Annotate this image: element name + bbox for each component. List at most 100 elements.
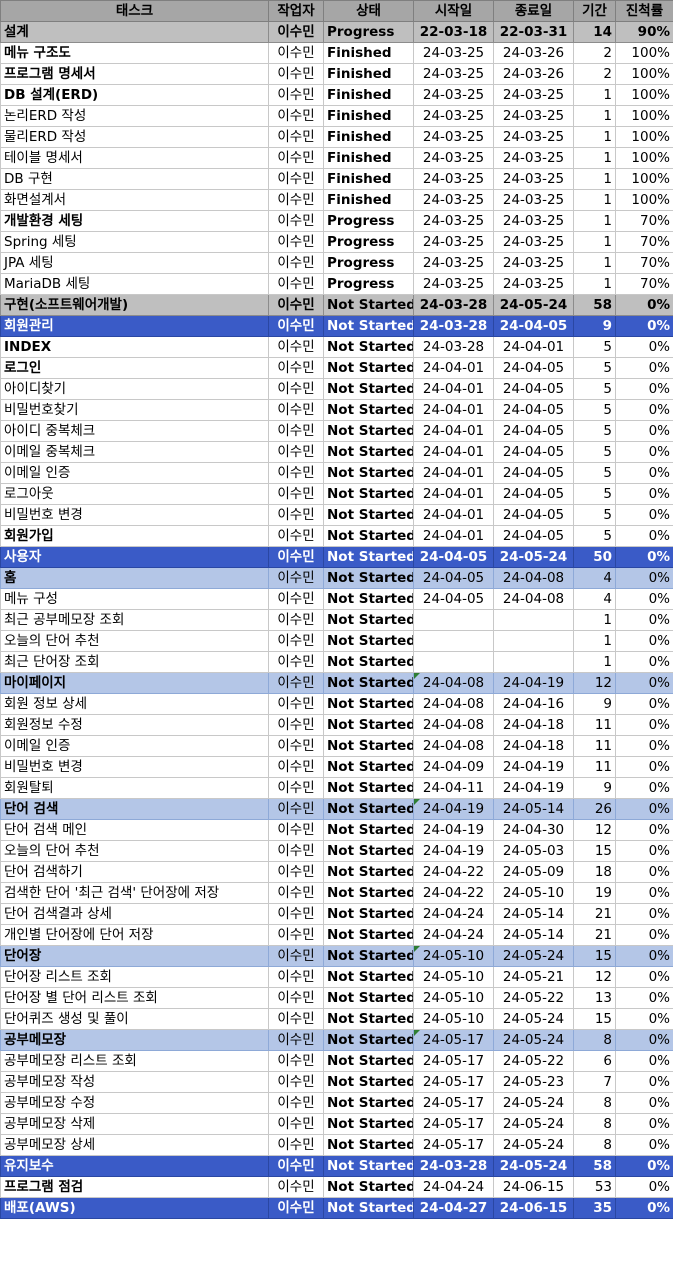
progress-cell[interactable]: 0% [615, 504, 673, 526]
progress-cell[interactable]: 70% [615, 231, 673, 253]
task-cell[interactable]: 공부메모장 작성 [0, 1071, 269, 1093]
start-date-cell[interactable]: 24-05-17 [413, 1050, 494, 1072]
start-date-cell[interactable]: 24-05-10 [413, 1008, 494, 1030]
task-cell[interactable]: MariaDB 세팅 [0, 273, 269, 295]
task-cell[interactable]: 회원관리 [0, 315, 269, 337]
status-cell[interactable]: Progress [323, 273, 414, 295]
progress-cell[interactable]: 0% [615, 861, 673, 883]
task-cell[interactable]: 아이디찾기 [0, 378, 269, 400]
table-row[interactable]: 이메일 인증 이수민 Not Started 24-04-08 24-04-18 11 0% [0, 735, 673, 757]
end-date-cell[interactable]: 24-05-24 [493, 1155, 574, 1177]
table-row[interactable]: 비밀번호찾기 이수민 Not Started 24-04-01 24-04-05 5 0% [0, 399, 673, 421]
start-date-cell[interactable]: 24-04-09 [413, 756, 494, 778]
task-cell[interactable]: 로그인 [0, 357, 269, 379]
duration-cell[interactable]: 5 [573, 357, 616, 379]
task-cell[interactable]: 이메일 중복체크 [0, 441, 269, 463]
task-cell[interactable]: 단어장 별 단어 리스트 조회 [0, 987, 269, 1009]
worker-cell[interactable]: 이수민 [268, 609, 324, 631]
start-date-cell[interactable]: 24-04-01 [413, 525, 494, 547]
table-row[interactable]: 아이디 중복체크 이수민 Not Started 24-04-01 24-04-05 5 0… [0, 420, 673, 442]
worker-cell[interactable]: 이수민 [268, 84, 324, 106]
status-cell[interactable]: Not Started [323, 882, 414, 904]
duration-cell[interactable]: 8 [573, 1113, 616, 1135]
table-row[interactable]: 사용자 이수민 Not Started 24-04-05 24-05-24 50 0% [0, 546, 673, 568]
end-date-cell[interactable]: 22-03-31 [493, 21, 574, 43]
duration-cell[interactable]: 8 [573, 1029, 616, 1051]
task-cell[interactable]: 회원정보 수정 [0, 714, 269, 736]
task-cell[interactable]: 테이블 명세서 [0, 147, 269, 169]
duration-cell[interactable]: 2 [573, 42, 616, 64]
start-date-cell[interactable]: 24-03-25 [413, 273, 494, 295]
task-cell[interactable]: 비밀번호 변경 [0, 504, 269, 526]
task-cell[interactable]: 이메일 인증 [0, 462, 269, 484]
duration-cell[interactable]: 1 [573, 231, 616, 253]
progress-cell[interactable]: 0% [615, 714, 673, 736]
start-date-cell[interactable]: 24-05-17 [413, 1092, 494, 1114]
table-row[interactable]: 이메일 중복체크 이수민 Not Started 24-04-01 24-04-05 5 0… [0, 441, 673, 463]
table-row[interactable]: 회원탈퇴 이수민 Not Started 24-04-11 24-04-19 9 0% [0, 777, 673, 799]
start-date-cell[interactable]: 24-04-11 [413, 777, 494, 799]
status-cell[interactable]: Progress [323, 252, 414, 274]
progress-cell[interactable]: 0% [615, 693, 673, 715]
worker-cell[interactable]: 이수민 [268, 273, 324, 295]
duration-cell[interactable]: 5 [573, 420, 616, 442]
status-cell[interactable]: Finished [323, 84, 414, 106]
start-date-cell[interactable]: 24-04-01 [413, 399, 494, 421]
start-date-cell[interactable]: 24-04-01 [413, 504, 494, 526]
duration-cell[interactable]: 15 [573, 1008, 616, 1030]
progress-cell[interactable]: 0% [615, 1134, 673, 1156]
end-date-cell[interactable]: 24-03-25 [493, 168, 574, 190]
start-date-cell[interactable]: 24-05-10 [413, 966, 494, 988]
worker-cell[interactable]: 이수민 [268, 903, 324, 925]
progress-cell[interactable]: 0% [615, 336, 673, 358]
progress-cell[interactable]: 0% [615, 1071, 673, 1093]
duration-cell[interactable]: 50 [573, 546, 616, 568]
status-cell[interactable]: Not Started [323, 357, 414, 379]
end-date-cell[interactable]: 24-05-24 [493, 1029, 574, 1051]
progress-cell[interactable]: 70% [615, 273, 673, 295]
progress-cell[interactable]: 0% [615, 588, 673, 610]
duration-cell[interactable]: 1 [573, 651, 616, 673]
start-date-cell[interactable]: 24-04-01 [413, 420, 494, 442]
status-cell[interactable]: Not Started [323, 315, 414, 337]
progress-cell[interactable]: 0% [615, 1008, 673, 1030]
progress-cell[interactable]: 0% [615, 903, 673, 925]
task-cell[interactable]: 공부메모장 수정 [0, 1092, 269, 1114]
end-date-cell[interactable]: 24-05-23 [493, 1071, 574, 1093]
end-date-cell[interactable]: 24-04-19 [493, 777, 574, 799]
task-cell[interactable]: 로그아웃 [0, 483, 269, 505]
end-date-cell[interactable]: 24-03-25 [493, 231, 574, 253]
end-date-cell[interactable]: 24-03-25 [493, 252, 574, 274]
worker-cell[interactable]: 이수민 [268, 735, 324, 757]
worker-cell[interactable]: 이수민 [268, 105, 324, 127]
table-row[interactable]: DB 구현 이수민 Finished 24-03-25 24-03-25 1 100% [0, 168, 673, 190]
status-cell[interactable]: Not Started [323, 1197, 414, 1219]
end-date-cell[interactable]: 24-05-10 [493, 882, 574, 904]
status-cell[interactable]: Not Started [323, 987, 414, 1009]
end-date-cell[interactable]: 24-05-24 [493, 1134, 574, 1156]
task-cell[interactable]: 공부메모장 삭제 [0, 1113, 269, 1135]
status-cell[interactable]: Not Started [323, 672, 414, 694]
end-date-cell[interactable]: 24-04-19 [493, 672, 574, 694]
progress-cell[interactable]: 0% [615, 756, 673, 778]
progress-cell[interactable]: 100% [615, 84, 673, 106]
start-date-cell[interactable]: 24-05-17 [413, 1071, 494, 1093]
table-row[interactable]: 개인별 단어장에 단어 저장 이수민 Not Started 24-04-24 24-0… [0, 924, 673, 946]
task-cell[interactable]: 배포(AWS) [0, 1197, 269, 1219]
end-date-cell[interactable]: 24-05-14 [493, 903, 574, 925]
start-date-cell[interactable]: 24-04-05 [413, 588, 494, 610]
status-cell[interactable]: Finished [323, 189, 414, 211]
end-date-cell[interactable]: 24-05-22 [493, 1050, 574, 1072]
duration-cell[interactable]: 2 [573, 63, 616, 85]
header-start[interactable]: 시작일 [413, 0, 494, 22]
status-cell[interactable]: Not Started [323, 630, 414, 652]
status-cell[interactable]: Not Started [323, 462, 414, 484]
status-cell[interactable]: Not Started [323, 504, 414, 526]
worker-cell[interactable]: 이수민 [268, 693, 324, 715]
end-date-cell[interactable]: 24-04-05 [493, 378, 574, 400]
duration-cell[interactable]: 15 [573, 840, 616, 862]
worker-cell[interactable]: 이수민 [268, 567, 324, 589]
worker-cell[interactable]: 이수민 [268, 336, 324, 358]
end-date-cell[interactable]: 24-04-18 [493, 714, 574, 736]
task-cell[interactable]: 최근 단어장 조회 [0, 651, 269, 673]
